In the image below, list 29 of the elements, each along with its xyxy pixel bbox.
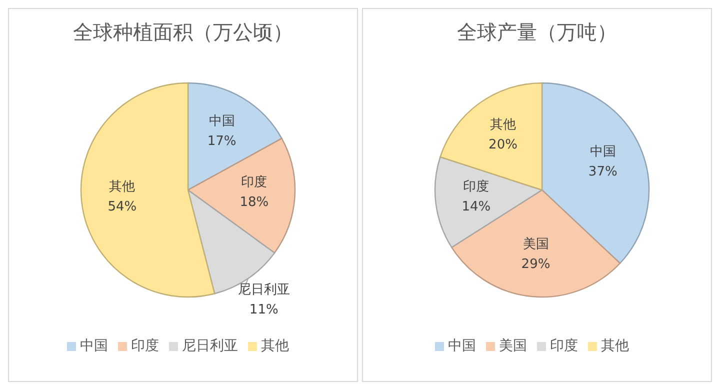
slice-label: 中国 <box>590 144 616 160</box>
chart-title: 全球产量（万吨） <box>456 19 618 46</box>
slice-label: 尼日利亚 <box>238 282 290 298</box>
data-label: 14% <box>462 199 491 214</box>
slice-label: 印度 <box>463 178 490 194</box>
slice-label: 美国 <box>522 236 549 252</box>
slice-label: 其他 <box>109 179 136 194</box>
legend-label: 其他 <box>261 338 289 354</box>
legend-label: 尼日利亚 <box>182 338 238 354</box>
slice-label: 印度 <box>241 174 268 190</box>
legend-label: 印度 <box>131 338 159 354</box>
pie-slice <box>187 189 276 294</box>
data-label: 54% <box>108 199 137 214</box>
chart-title: 全球种植面积（万公顷） <box>72 19 294 46</box>
legend-label: 其他 <box>601 338 629 354</box>
pie-slice <box>440 82 543 191</box>
data-label: 18% <box>240 195 269 210</box>
slice-label: 其他 <box>490 117 516 132</box>
legend-label: 中国 <box>448 338 476 354</box>
slice-label: 中国 <box>208 114 235 129</box>
data-label: 17% <box>207 134 236 149</box>
legend-label: 美国 <box>499 338 527 354</box>
pie-slice <box>187 82 282 191</box>
data-label: 29% <box>521 257 550 272</box>
data-label: 20% <box>488 137 518 152</box>
data-label: 37% <box>588 164 618 180</box>
data-label: 11% <box>249 302 278 318</box>
legend-label: 中国 <box>80 338 108 354</box>
legend-label: 印度 <box>550 338 578 354</box>
